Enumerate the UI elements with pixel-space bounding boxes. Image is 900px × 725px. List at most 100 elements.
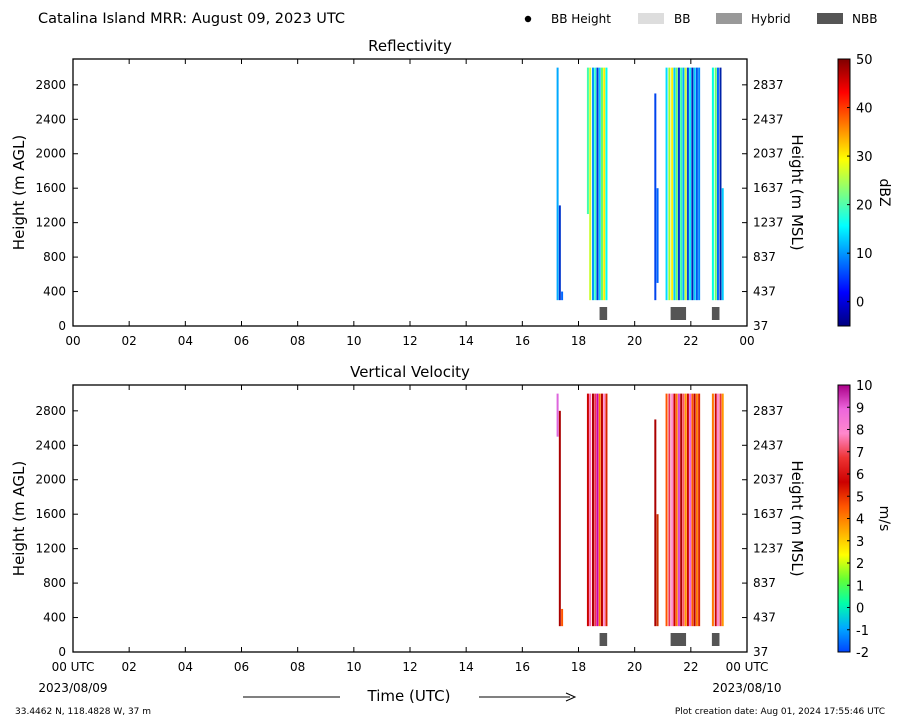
data-streak <box>677 67 680 301</box>
y-tick-label-left: 0 <box>58 319 66 333</box>
y-tick-label-right: 837 <box>753 576 776 590</box>
legend-label-nbb: NBB <box>852 12 877 26</box>
y-tick-label-right: 1637 <box>753 181 784 195</box>
bright-band-marker <box>711 633 720 646</box>
data-streak <box>656 514 659 627</box>
y-tick-label-left: 1600 <box>35 181 66 195</box>
data-streak <box>594 393 597 627</box>
colorbar-tick-label: 50 <box>856 53 873 68</box>
bright-band-marker <box>670 307 687 320</box>
colorbar-tick-label: 7 <box>856 446 864 461</box>
data-streak <box>558 410 561 627</box>
y-tick-label-left: 800 <box>43 576 66 590</box>
y-tick-label-right: 2437 <box>753 438 784 452</box>
x-tick-label: 10 <box>346 334 361 348</box>
colorbar-tick-label: 40 <box>856 102 873 117</box>
data-streak <box>686 67 689 301</box>
colorbar <box>837 58 851 327</box>
chart-title: Catalina Island MRR: August 09, 2023 UTC <box>38 11 345 27</box>
panel-title: Vertical Velocity <box>350 363 470 381</box>
data-streak <box>693 393 696 627</box>
x-tick-label: 18 <box>571 660 586 674</box>
data-streak <box>716 393 719 627</box>
x-tick-label: 00 <box>739 334 754 348</box>
colorbar-tick-label: 2 <box>856 557 864 572</box>
y-axis-label-left: Height (m AGL) <box>10 461 28 576</box>
data-streak <box>603 67 606 301</box>
y-tick-label-left: 1600 <box>35 507 66 521</box>
y-tick-label-right: 2037 <box>753 473 784 487</box>
colorbar-tick-label: 20 <box>856 199 873 214</box>
colorbar-tick-label: 9 <box>856 401 864 416</box>
x-tick-label: 12 <box>402 334 417 348</box>
data-streak <box>680 67 683 301</box>
data-streak <box>600 67 603 301</box>
x-tick-label: 06 <box>234 334 249 348</box>
data-streak <box>695 67 698 301</box>
data-streak <box>596 67 599 301</box>
data-streak <box>675 67 678 301</box>
legend-label-bb: BB <box>674 12 690 26</box>
data-streak <box>665 67 668 301</box>
y-tick-label-right: 837 <box>753 250 776 264</box>
x-tick-label: 02 <box>122 660 137 674</box>
data-streak <box>594 67 597 301</box>
y-tick-label-right: 2837 <box>753 404 784 418</box>
colorbar-tick-label: 10 <box>856 247 873 262</box>
bright-band-marker <box>711 307 720 320</box>
y-tick-label-right: 2437 <box>753 112 784 126</box>
x-tick-label: 04 <box>178 334 193 348</box>
colorbar-tick-label: 1 <box>856 579 864 594</box>
y-tick-label-left: 400 <box>43 611 66 625</box>
plot-frame <box>72 58 748 327</box>
x-tick-label: 00 <box>65 334 80 348</box>
colorbar-label: dBZ <box>876 178 892 206</box>
y-tick-label-left: 2800 <box>35 78 66 92</box>
y-tick-label-right: 1637 <box>753 507 784 521</box>
x-tick-label: 18 <box>571 334 586 348</box>
colorbar-tick-label: -1 <box>856 624 869 639</box>
y-tick-label-left: 2400 <box>35 112 66 126</box>
data-streak <box>689 67 692 301</box>
y-tick-label-right: 1237 <box>753 216 784 230</box>
data-streak <box>586 67 589 215</box>
data-streak <box>682 393 685 627</box>
data-streak <box>684 67 687 301</box>
colorbar-tick-label: 0 <box>856 296 864 311</box>
colorbar-tick-label: -2 <box>856 646 869 661</box>
y-tick-label-right: 2037 <box>753 147 784 161</box>
y-tick-label-left: 1200 <box>35 542 66 556</box>
x-tick-label: 20 <box>627 660 642 674</box>
legend-swatch-hybrid <box>716 13 742 24</box>
x-tick-label: 22 <box>683 660 698 674</box>
data-streak <box>668 393 671 627</box>
x-tick-label: 06 <box>234 660 249 674</box>
x-tick-label: 10 <box>346 660 361 674</box>
panel-title: Reflectivity <box>368 37 452 55</box>
y-tick-label-left: 0 <box>58 645 66 659</box>
data-streak <box>589 393 592 627</box>
data-streak <box>656 188 659 283</box>
data-streak <box>673 393 676 627</box>
data-streak <box>698 393 701 627</box>
y-axis-label-right: Height (m MSL) <box>788 460 806 576</box>
data-streak <box>721 393 724 627</box>
data-streak <box>684 393 687 627</box>
data-streak <box>591 393 594 627</box>
data-streak <box>586 393 589 627</box>
data-streak <box>556 393 559 437</box>
legend-label-bb-height: BB Height <box>551 12 611 26</box>
data-streak <box>600 393 603 627</box>
y-tick-label-left: 800 <box>43 250 66 264</box>
y-tick-label-left: 1200 <box>35 216 66 230</box>
y-tick-label-right: 437 <box>753 285 776 299</box>
x-tick-label: 16 <box>515 334 530 348</box>
plot-frame <box>72 384 748 653</box>
data-streak <box>677 393 680 627</box>
data-streak <box>654 93 657 301</box>
data-streak <box>556 67 559 301</box>
x-tick-label: 02 <box>122 334 137 348</box>
x-tick-label: 22 <box>683 334 698 348</box>
data-streak <box>558 205 561 301</box>
